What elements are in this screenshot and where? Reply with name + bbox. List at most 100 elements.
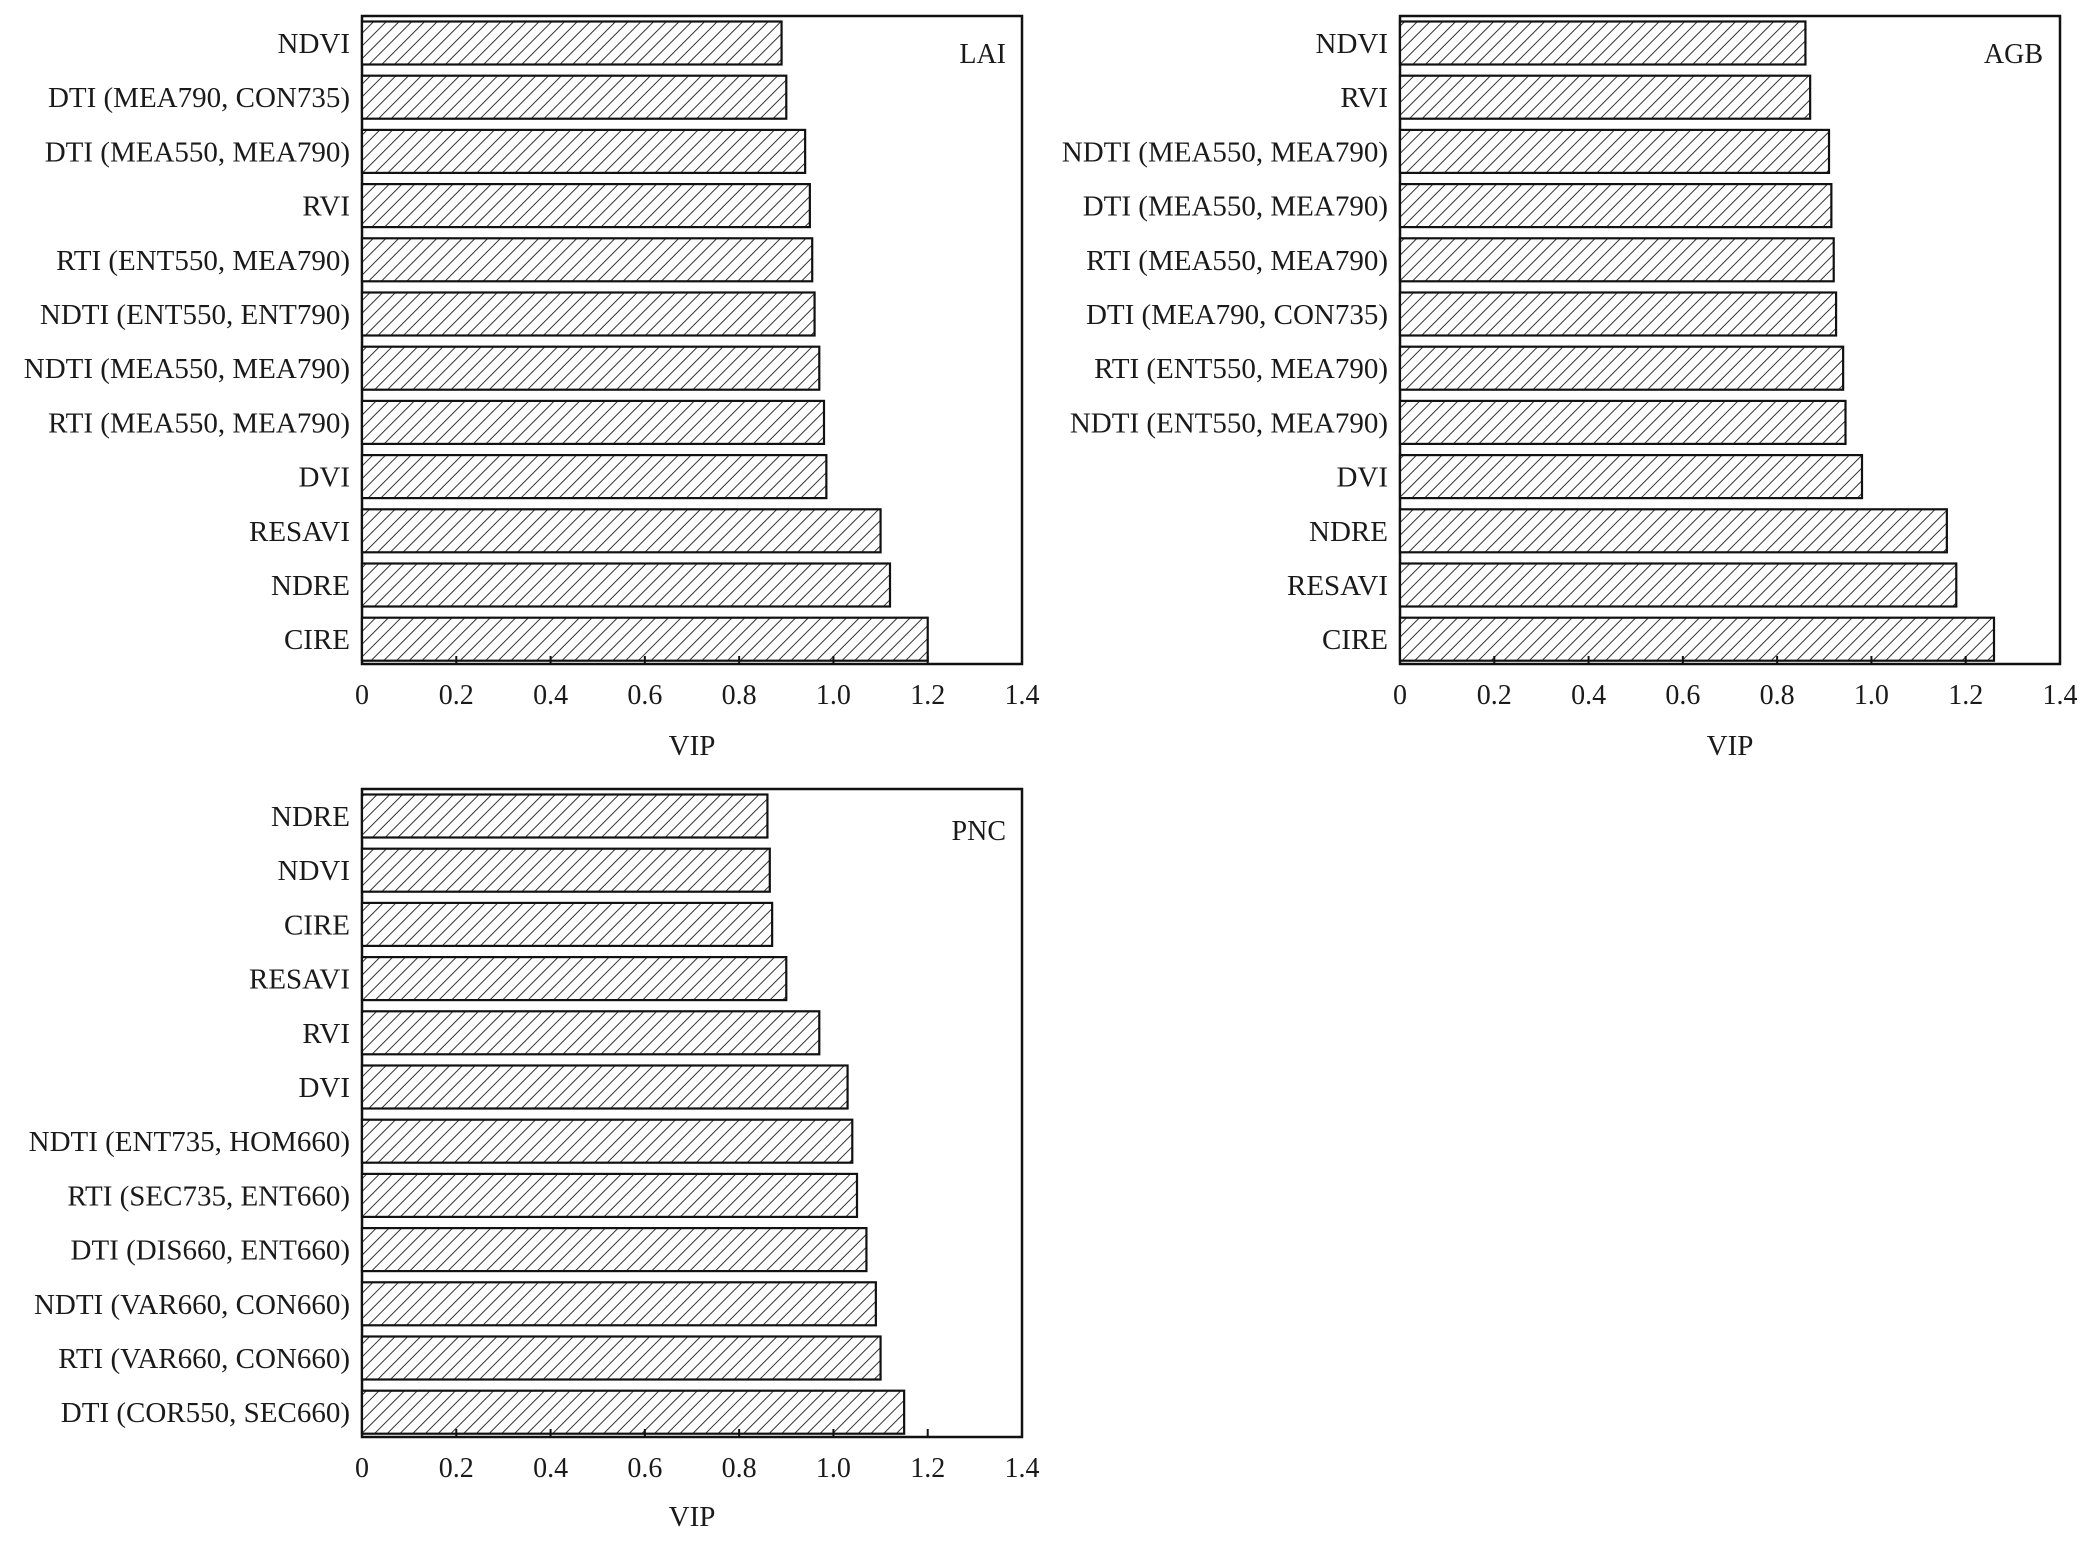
category-label: DVI: [1336, 462, 1388, 494]
x-tick-label: 1.2: [1948, 680, 1983, 711]
x-axis-title: VIP: [669, 730, 716, 762]
category-label: CIRE: [284, 624, 350, 656]
bar: [360, 345, 821, 391]
bar: [360, 1389, 906, 1435]
category-labels: NDVI RVI NDTI (MEA550, MEA790) DTI (MEA550,…: [1062, 28, 1388, 656]
bar: [1398, 183, 1833, 229]
category-label: RVI: [302, 1018, 350, 1050]
category-label: NDVI: [278, 28, 351, 60]
bar: [360, 1172, 859, 1219]
category-label: NDRE: [271, 570, 350, 602]
bars: [360, 20, 929, 662]
category-label: DVI: [298, 1072, 350, 1104]
plot-frame: [1398, 14, 2062, 666]
category-label: RESAVI: [249, 964, 350, 996]
bar: [360, 20, 783, 66]
category-label: RTI (SEC735, ENT660): [67, 1180, 350, 1212]
bar: [1398, 562, 1958, 608]
category-label: RVI: [1340, 82, 1388, 114]
bars: [1398, 20, 1996, 662]
category-labels: NDVI DTI (MEA790, CON735) DTI (MEA550, MEA…: [24, 28, 350, 656]
category-label: NDTI (MEA550, MEA790): [24, 353, 350, 385]
bar: [360, 847, 771, 893]
bar: [1398, 508, 1948, 554]
bar: [1398, 128, 1831, 174]
category-label: NDTI (MEA550, MEA790): [1062, 136, 1388, 168]
bar: [1398, 399, 1847, 445]
category-label: DTI (COR550, SEC660): [61, 1397, 350, 1429]
x-tick-label: 0.8: [722, 680, 757, 711]
x-axis-ticks: 0 0.2 0.4 0.6 0.8 1.0 1.2 1.4: [355, 1429, 1040, 1484]
bars: [360, 793, 906, 1435]
bar: [1398, 454, 1864, 500]
x-tick-label: 0: [1393, 680, 1407, 711]
bar: [360, 183, 811, 229]
bar: [360, 901, 774, 948]
category-label: CIRE: [284, 909, 350, 941]
x-axis-ticks: 0 0.2 0.4 0.6 0.8 1.0 1.2 1.4: [355, 656, 1040, 711]
x-tick-label: 0.4: [533, 680, 568, 711]
x-tick-label: 0: [355, 1453, 369, 1484]
category-label: NDVI: [278, 855, 351, 887]
pnc-chart-panel: PNC NDRE NDVI CIRE RESAVI RVI DVI NDTI (ENT735…: [29, 787, 1040, 1533]
bar: [1398, 237, 1835, 283]
agb-chart-panel: AGB NDVI RVI NDTI (MEA550, MEA790) DTI (MEA…: [1062, 14, 2078, 762]
bar: [360, 793, 769, 839]
panel-label: PNC: [952, 816, 1006, 847]
x-axis-title: VIP: [669, 1501, 716, 1533]
bar: [360, 74, 788, 120]
category-label: RESAVI: [249, 516, 350, 548]
lai-chart-panel: LAI NDVI DTI (MEA790, CON735) DTI (MEA550,…: [24, 14, 1040, 762]
category-label: NDTI (VAR660, CON660): [34, 1289, 350, 1321]
bar: [360, 1064, 849, 1110]
x-tick-label: 1.4: [1005, 1453, 1040, 1484]
category-label: DTI (MEA790, CON735): [48, 82, 350, 114]
bar: [1398, 20, 1807, 66]
category-label: NDRE: [1309, 516, 1388, 548]
x-tick-label: 0.2: [439, 680, 474, 711]
bar: [360, 237, 814, 283]
category-label: NDRE: [271, 801, 350, 833]
x-tick-label: 1.0: [816, 680, 851, 711]
bar: [1398, 616, 1996, 662]
x-tick-label: 0.4: [533, 1453, 568, 1484]
category-label: RTI (ENT550, MEA790): [1094, 353, 1388, 385]
category-label: RTI (MEA550, MEA790): [1086, 245, 1388, 277]
bar: [360, 508, 882, 554]
panel-label: AGB: [1984, 39, 2043, 70]
x-axis-ticks: 0 0.2 0.4 0.6 0.8 1.0 1.2 1.4: [1393, 656, 2078, 711]
x-axis-title: VIP: [1707, 730, 1754, 762]
bar: [360, 1118, 854, 1164]
category-label: CIRE: [1322, 624, 1388, 656]
bar: [1398, 345, 1845, 391]
bar: [360, 955, 788, 1002]
category-labels: NDRE NDVI CIRE RESAVI RVI DVI NDTI (ENT735, HO…: [29, 801, 350, 1429]
x-tick-label: 0.8: [722, 1453, 757, 1484]
x-tick-label: 0.2: [1477, 680, 1512, 711]
bar: [360, 399, 826, 445]
category-label: RVI: [302, 191, 350, 223]
x-tick-label: 0.8: [1760, 680, 1795, 711]
category-label: RTI (VAR660, CON660): [58, 1343, 350, 1375]
category-label: NDVI: [1316, 28, 1389, 60]
panel-label: LAI: [959, 39, 1006, 70]
bar: [1398, 291, 1838, 337]
category-label: DVI: [298, 462, 350, 494]
x-tick-label: 0: [355, 680, 369, 711]
x-tick-label: 0.6: [627, 680, 662, 711]
category-label: RTI (MEA550, MEA790): [48, 407, 350, 439]
bar: [360, 616, 929, 662]
x-tick-label: 0.6: [1665, 680, 1700, 711]
bar: [1398, 74, 1812, 120]
x-tick-label: 1.0: [1854, 680, 1889, 711]
x-tick-label: 1.2: [910, 680, 945, 711]
category-label: RESAVI: [1287, 570, 1388, 602]
category-label: DTI (MEA790, CON735): [1086, 299, 1388, 331]
bar: [360, 291, 816, 337]
category-label: NDTI (ENT735, HOM660): [29, 1126, 350, 1158]
bar: [360, 562, 892, 608]
plot-frame: [360, 14, 1024, 666]
x-tick-label: 1.2: [910, 1453, 945, 1484]
x-tick-label: 1.4: [1005, 680, 1040, 711]
